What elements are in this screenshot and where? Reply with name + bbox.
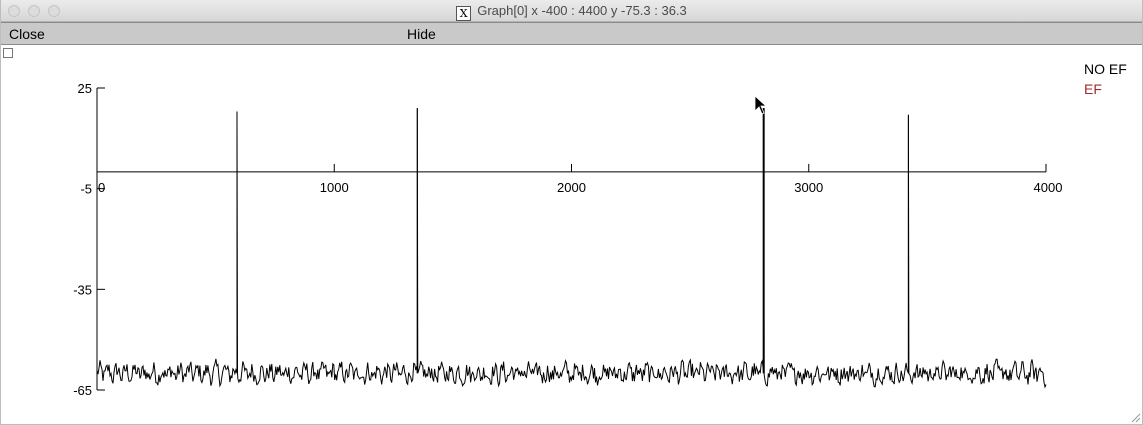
x-tick-label: 3000 [794,180,823,195]
close-window-icon[interactable] [8,5,20,17]
y-tick-label: -35 [73,282,92,297]
y-tick-label: 25 [78,81,92,96]
window-title: X Graph[0] x -400 : 4400 y -75.3 : 36.3 [0,3,1143,21]
menu-bar: Close Hide [0,22,1143,45]
window-title-text: Graph[0] x -400 : 4400 y -75.3 : 36.3 [477,3,687,18]
x-tick-label: 4000 [1034,180,1063,195]
zoom-window-icon[interactable] [48,5,60,17]
legend-item-no-ef: NO EF [1084,61,1127,77]
x-tick-label: 2000 [557,180,586,195]
x-tick-label: 1000 [320,180,349,195]
mouse-cursor-icon [754,95,768,115]
hide-button[interactable]: Hide [407,26,436,42]
series-line-no-ef [96,108,1047,389]
close-button[interactable]: Close [9,26,45,42]
resize-grip-icon[interactable] [1131,413,1141,423]
y-tick-label: -65 [73,383,92,398]
minimize-window-icon[interactable] [28,5,40,17]
x-tick-label: 0 [98,180,105,195]
y-tick-label: -5 [80,182,92,197]
graph-plot: 25 -5 -35 -65 0 1000 2000 3000 4000 [73,81,1063,398]
graph-checkbox[interactable] [3,48,13,58]
window-titlebar: X Graph[0] x -400 : 4400 y -75.3 : 36.3 [0,0,1143,22]
x11-app-icon: X [456,6,472,21]
legend-item-ef: EF [1084,81,1102,97]
